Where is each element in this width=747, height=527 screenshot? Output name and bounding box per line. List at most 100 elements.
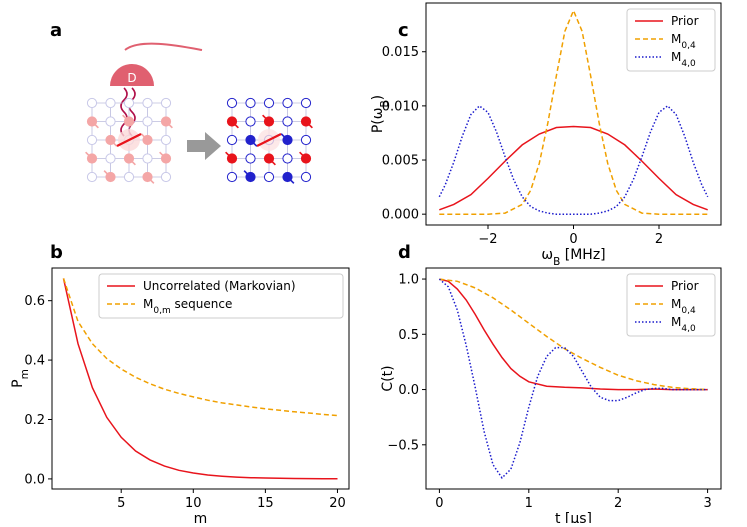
spin-arrow-icon: [165, 120, 173, 129]
panel-letter-c: c: [398, 20, 409, 41]
chart-d-legend-label: M0,4: [671, 297, 696, 316]
chart-d-ytick-label: 1.0: [398, 273, 419, 288]
lattice-site: [282, 116, 293, 127]
spin-arrow-icon: [280, 133, 289, 141]
spin-arrow-icon: [231, 120, 239, 129]
chart-d: 0 1 2 3 −0.5 0.0 0.5 1.0 t [μs] C(t) Prior M0,4M4,0: [380, 267, 722, 527]
spin-arrow-icon: [146, 176, 155, 184]
detector-label: D: [127, 71, 136, 85]
lattice-site: [282, 153, 293, 164]
chart-c-ylabel: P(ωB): [370, 95, 391, 133]
spin-arrow-icon: [140, 133, 149, 141]
spin-arrow-icon: [249, 139, 258, 147]
central-qubit-arrow-icon: [256, 133, 282, 147]
spin-arrow-icon: [109, 139, 118, 147]
chart-c-xtick-label: 0: [569, 232, 577, 247]
spin-arrow-icon: [268, 157, 276, 166]
lattice-site: [160, 97, 172, 109]
chart-c-ytick-label: 0.005: [382, 154, 419, 169]
chart-b: 5 10 15 20 0.0 0.2 0.4 0.6 m Pm Uncorrelated (Mark…: [10, 267, 350, 527]
spin-arrow-icon: [159, 151, 167, 160]
chart-b-series-1-line: [62, 278, 338, 417]
lattice-site: [86, 134, 98, 146]
transition-arrow-icon: [187, 132, 221, 160]
spin-arrow-icon: [225, 151, 233, 160]
chart-c-series-0-line: [439, 125, 708, 211]
chart-b-ytick-label: 0.6: [24, 294, 45, 309]
lattice-site: [105, 97, 116, 109]
lattice-site: [245, 116, 256, 127]
spin-arrow-icon: [262, 114, 270, 123]
chart-b-xtick-label: 10: [185, 496, 202, 511]
chart-d-xtick-label: 0: [435, 496, 443, 511]
chart-c: −2 0 2 0.000 0.005 0.010 0.015 ωB [MHz] P(ωB) Pri…: [370, 2, 722, 268]
lattice-site: [300, 134, 312, 146]
chart-b-legend: [98, 273, 344, 319]
spin-lattice-schematic: D: [85, 42, 313, 184]
chart-c-ytick-label: 0.000: [382, 208, 419, 223]
photon-wave-left: [120, 87, 128, 137]
spin-arrow-icon: [128, 157, 136, 166]
chart-c-legend-label: Prior: [671, 14, 699, 28]
chart-d-legend-label: M4,0: [671, 315, 696, 334]
chart-d-legend-label: Prior: [671, 279, 699, 293]
spin-arrow-icon: [305, 120, 313, 129]
lattice-site: [226, 134, 238, 146]
lattice-site: [123, 171, 135, 183]
lattice-site: [300, 171, 312, 183]
chart-c-ytick-label: 0.010: [382, 99, 419, 114]
lattice-site: [105, 116, 116, 127]
chart-d-xtick-label: 2: [614, 496, 622, 511]
panel-letter-d: d: [398, 242, 411, 263]
chart-b-ytick-label: 0.4: [24, 354, 45, 369]
chart-c-legend: [626, 8, 716, 72]
spin-arrow-icon: [91, 120, 99, 129]
spin-arrow-icon: [299, 151, 307, 160]
lattice-site: [245, 153, 256, 164]
chart-b-xlabel: m: [194, 511, 208, 523]
chart-b-series-0-line: [62, 278, 338, 480]
chart-d-xlabel: t [μs]: [555, 511, 592, 523]
chart-d-ytick-label: −0.5: [387, 438, 419, 453]
lattice-site: [142, 153, 153, 164]
chart-b-legend-label: Uncorrelated (Markovian): [143, 279, 296, 293]
lattice-site: [263, 171, 275, 183]
lattice-site: [245, 97, 256, 109]
chart-c-legend-label: M0,4: [671, 32, 696, 51]
spin-arrow-icon: [85, 151, 93, 160]
spin-arrow-icon: [122, 114, 130, 123]
chart-c-xtick-label: −2: [478, 232, 497, 247]
lattice-site: [142, 116, 153, 127]
spin-arrow-icon: [103, 170, 112, 178]
chart-d-xtick-label: 1: [525, 496, 533, 511]
chart-b-xtick-label: 5: [117, 496, 125, 511]
chart-c-series-2-line: [438, 104, 709, 215]
chart-d-series-2-line: [438, 278, 708, 480]
lattice-site: [105, 153, 116, 164]
lattice-site: [226, 171, 238, 183]
chart-b-legend-label: M0,m sequence: [143, 297, 232, 316]
panel-letter-b: b: [50, 242, 63, 263]
chart-d-ylabel: C(t): [380, 365, 396, 391]
photon-wave-right: [128, 87, 136, 137]
lattice-site: [142, 97, 153, 109]
chart-c-ytick-label: 0.015: [382, 45, 419, 60]
chart-d-ytick-label: 0.5: [398, 328, 419, 343]
chart-b-ytick-label: 0.2: [24, 413, 45, 428]
detector-cable: [124, 42, 203, 51]
chart-d-series-1-line: [439, 278, 708, 391]
chart-b-xtick-label: 15: [257, 496, 274, 511]
lattice-site: [282, 97, 293, 109]
lattice-site: [263, 97, 275, 109]
chart-b-frame: [51, 267, 350, 490]
panel-letter-a: a: [50, 20, 62, 41]
lattice-site: [160, 171, 172, 183]
chart-b-ytick-label: 0.0: [24, 472, 45, 487]
chart-d-ytick-label: 0.0: [398, 383, 419, 398]
chart-d-xtick-label: 3: [703, 496, 711, 511]
detector-icon: [110, 64, 154, 86]
lattice-site: [226, 97, 238, 109]
lattice-after: [225, 97, 313, 184]
chart-c-xtick-label: 2: [655, 232, 663, 247]
